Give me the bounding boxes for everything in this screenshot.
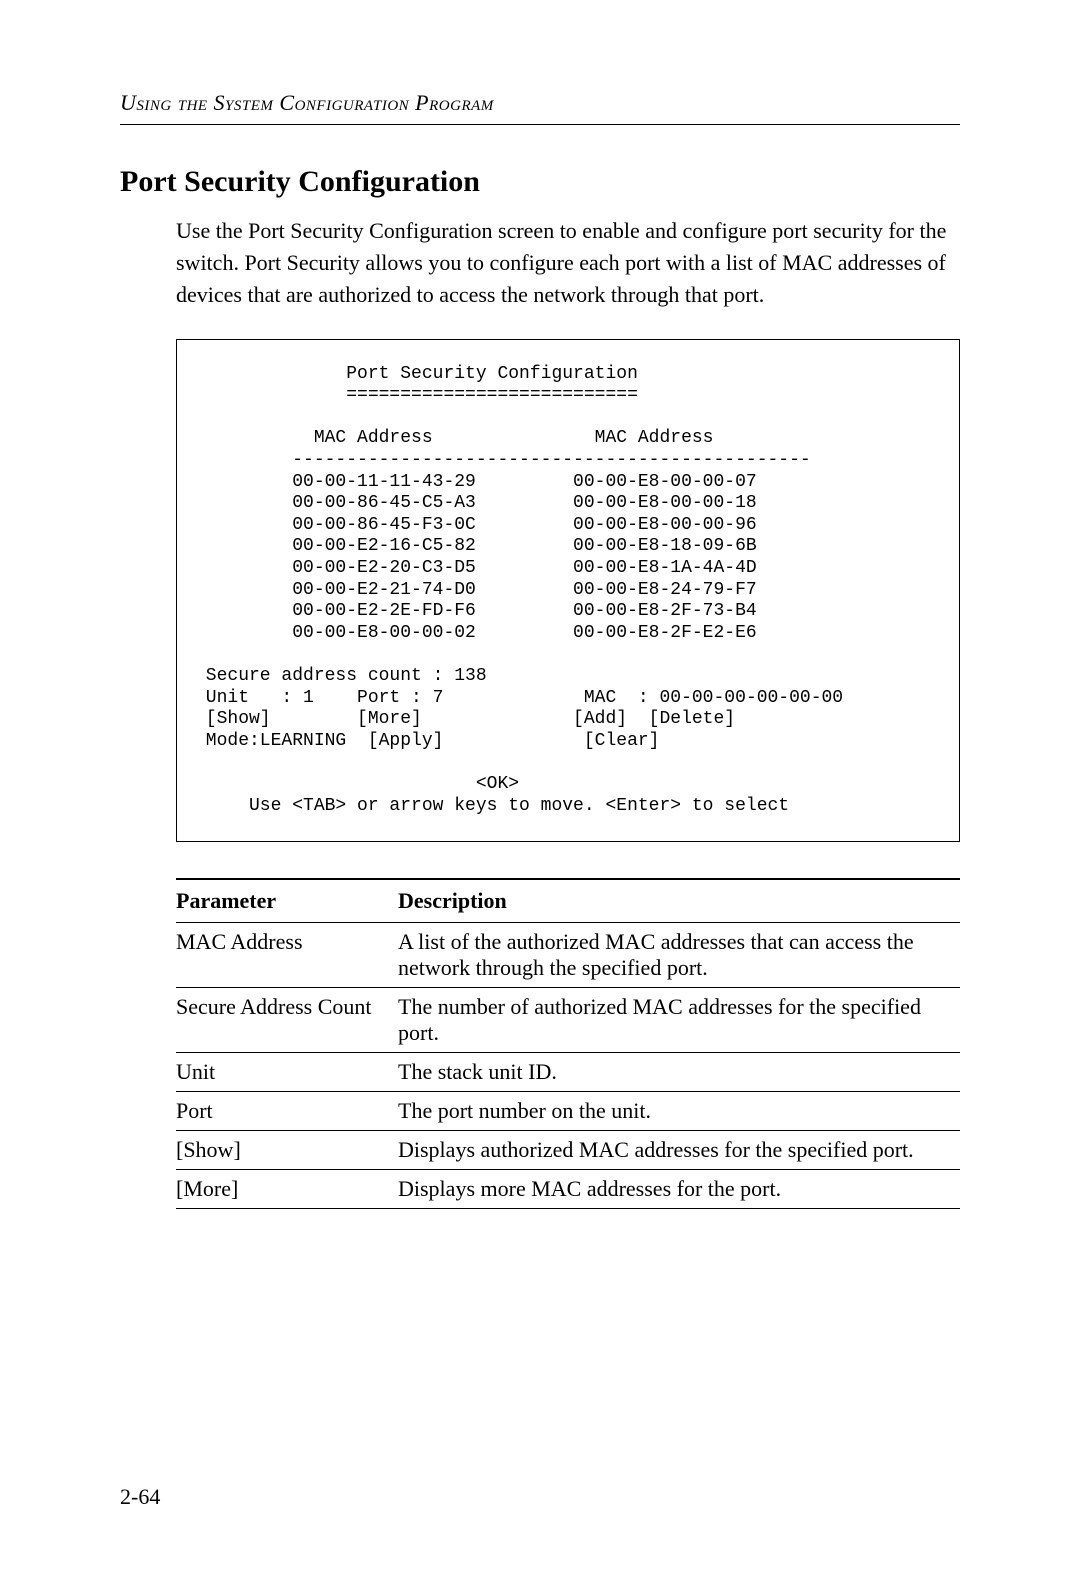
table-header-param: Parameter	[176, 879, 398, 923]
table-row: PortThe port number on the unit.	[176, 1092, 960, 1131]
desc-cell: The number of authorized MAC addresses f…	[398, 988, 960, 1053]
param-cell: [More]	[176, 1170, 398, 1209]
param-cell: Unit	[176, 1053, 398, 1092]
desc-cell: Displays more MAC addresses for the port…	[398, 1170, 960, 1209]
desc-cell: The stack unit ID.	[398, 1053, 960, 1092]
desc-cell: The port number on the unit.	[398, 1092, 960, 1131]
terminal-screen: Port Security Configuration ============…	[176, 339, 960, 842]
intro-paragraph: Use the Port Security Configuration scre…	[176, 215, 960, 311]
section-title: Port Security Configuration	[120, 165, 960, 199]
desc-cell: Displays authorized MAC addresses for th…	[398, 1131, 960, 1170]
parameter-table: Parameter Description MAC AddressA list …	[176, 878, 960, 1209]
param-cell: Secure Address Count	[176, 988, 398, 1053]
table-row: UnitThe stack unit ID.	[176, 1053, 960, 1092]
running-head: Using the System Configuration Program	[120, 90, 960, 116]
table-row: Secure Address CountThe number of author…	[176, 988, 960, 1053]
page-number: 2-64	[120, 1484, 160, 1510]
header-rule	[120, 124, 960, 125]
page: Using the System Configuration Program P…	[0, 0, 1080, 1570]
table-row: [Show]Displays authorized MAC addresses …	[176, 1131, 960, 1170]
param-cell: Port	[176, 1092, 398, 1131]
param-cell: [Show]	[176, 1131, 398, 1170]
table-header-desc: Description	[398, 879, 960, 923]
param-cell: MAC Address	[176, 923, 398, 988]
desc-cell: A list of the authorized MAC addresses t…	[398, 923, 960, 988]
table-row: MAC AddressA list of the authorized MAC …	[176, 923, 960, 988]
table-row: [More]Displays more MAC addresses for th…	[176, 1170, 960, 1209]
